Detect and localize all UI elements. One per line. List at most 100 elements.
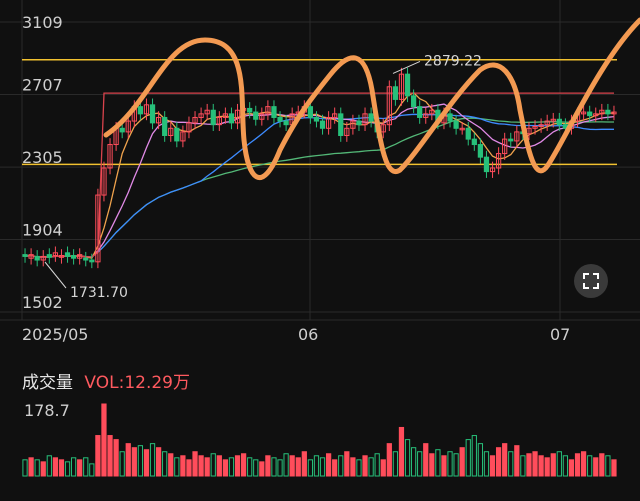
volume-bar <box>332 459 338 477</box>
candle-body <box>489 167 496 173</box>
candle-body <box>307 106 314 118</box>
volume-bar <box>247 457 253 477</box>
volume-bar <box>95 435 101 477</box>
candle-body <box>356 120 362 126</box>
volume-bar <box>338 455 344 477</box>
candle-body <box>410 95 417 108</box>
volume-bar <box>240 453 247 477</box>
candle-body <box>283 120 289 126</box>
candle-body <box>234 109 241 124</box>
hand-drawn-annotation <box>103 17 640 180</box>
volume-bar <box>374 453 380 477</box>
candle-body <box>319 120 326 129</box>
candle-body <box>210 109 216 126</box>
volume-bar <box>495 447 502 477</box>
volume-bar <box>350 457 356 477</box>
moving-average-lines <box>24 91 615 259</box>
candle-body <box>216 116 222 126</box>
candle-body <box>119 127 125 133</box>
candle-body <box>350 120 356 129</box>
annotation-leader <box>392 61 421 74</box>
candle-body <box>465 127 471 140</box>
volume-bar <box>611 459 617 477</box>
candle-body <box>22 254 28 257</box>
volume-header: 成交量 VOL:12.29万 <box>22 368 190 393</box>
expand-button[interactable] <box>574 264 608 298</box>
volume-bar <box>143 449 150 477</box>
candle-body <box>143 104 150 115</box>
y-tick-label: 3109 <box>22 13 63 32</box>
volume-bar <box>289 455 295 477</box>
volume-bar <box>149 443 156 477</box>
volume-bar <box>483 451 490 477</box>
volume-bar <box>562 455 569 477</box>
volume-bar <box>216 455 222 477</box>
volume-bar <box>174 457 180 477</box>
volume-bar <box>471 435 477 477</box>
candle-body <box>259 113 265 120</box>
candle-body <box>599 109 605 115</box>
candle-body <box>580 111 587 115</box>
candle-body <box>532 125 538 129</box>
candle-body <box>344 127 350 137</box>
volume-bar <box>295 457 301 477</box>
volume-bar <box>222 459 229 477</box>
volume-bar <box>550 453 556 477</box>
candle-body <box>423 113 429 118</box>
candle-body <box>174 127 180 142</box>
volume-bar <box>192 451 198 477</box>
volume-bar <box>155 447 162 477</box>
volume-bar <box>162 451 168 477</box>
candle-body <box>556 118 562 126</box>
volume-bar <box>344 451 350 477</box>
volume-bar <box>125 443 131 477</box>
candle-body <box>204 109 210 115</box>
volume-bar <box>89 463 95 477</box>
candle-body <box>386 86 392 126</box>
volume-bar <box>22 459 28 477</box>
candle-body <box>338 113 344 137</box>
candle-body <box>538 124 544 127</box>
candle-body <box>325 116 332 129</box>
volume-bar <box>587 455 593 477</box>
volume-bar <box>180 455 186 477</box>
volume-bar <box>362 455 368 477</box>
volume-bar <box>380 459 386 477</box>
candle-body <box>587 111 593 117</box>
volume-bars <box>22 403 617 477</box>
volume-bar <box>186 459 192 477</box>
volume-bar <box>599 453 605 477</box>
volume-bar <box>283 453 289 477</box>
volume-bar <box>58 459 65 477</box>
volume-bar <box>259 461 265 477</box>
volume-bar <box>271 457 277 477</box>
candle-body <box>253 111 259 120</box>
volume-bar <box>368 457 374 477</box>
volume-bar <box>113 439 119 477</box>
candle-body <box>77 254 83 259</box>
volume-bar <box>489 455 496 477</box>
volume-bar <box>70 457 77 477</box>
candle-body <box>429 109 435 115</box>
candle-body <box>508 138 514 142</box>
candle-body <box>192 116 198 124</box>
candle-body <box>471 138 477 146</box>
candle-body <box>392 86 399 100</box>
volume-bar <box>423 443 429 477</box>
candle-body <box>40 255 46 261</box>
candle-body <box>101 167 107 196</box>
volume-bar <box>168 453 174 477</box>
candle-body <box>593 113 599 117</box>
volume-bar <box>417 451 423 477</box>
volume-bar <box>198 455 204 477</box>
volume-bar <box>532 451 538 477</box>
candle-body <box>362 113 368 126</box>
volume-bar <box>465 439 471 477</box>
volume-bar <box>228 457 235 477</box>
volume-bar <box>265 455 271 477</box>
candle-body <box>313 116 320 122</box>
candle-body <box>107 144 113 169</box>
volume-bar <box>28 457 34 477</box>
candle-body <box>332 113 338 118</box>
